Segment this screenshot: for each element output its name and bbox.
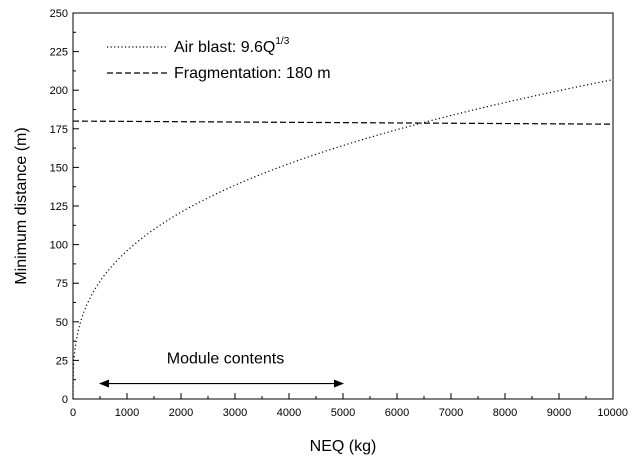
annotation-layer: Module contents [99,351,344,388]
x-tick-label: 7000 [439,407,463,419]
x-tick-label: 3000 [223,407,247,419]
y-tick-label: 225 [50,47,68,59]
plot-frame [72,12,614,400]
x-tick-label: 0 [70,407,76,419]
y-tick-label: 75 [56,278,68,290]
y-axis-title: Minimum distance (m) [13,127,30,284]
x-axis-ticks: 0 1000 2000 3000 4000 5000 6000 7000 8000 9000 100… [70,393,628,419]
series-layer [72,79,614,399]
x-tick-label: 9000 [547,407,571,419]
y-tick-label: 50 [56,317,68,329]
y-tick-label: 0 [62,394,68,406]
y-tick-label: 200 [50,85,68,97]
x-tick-label: 2000 [169,407,193,419]
module-contents-label: Module contents [167,351,284,368]
x-axis-title: NEQ (kg) [310,438,377,455]
y-tick-label: 175 [50,124,68,136]
x-tick-label: 8000 [493,407,517,419]
y-tick-label: 100 [50,240,68,252]
y-tick-label: 125 [50,201,68,213]
y-tick-label: 25 [56,355,68,367]
x-tick-label: 1000 [115,407,139,419]
y-tick-label: 250 [50,8,68,20]
x-tick-label: 5000 [331,407,355,419]
x-tick-label: 10000 [597,407,628,419]
y-tick-label: 150 [50,162,68,174]
series-fragmentation-line [72,120,614,125]
series-air-blast-line [72,79,614,399]
legend: Air blast: 9.6Q1/3 Fragmentation: 180 m [107,36,331,82]
y-axis-ticks: 0 25 50 75 100 125 150 175 200 225 250 [50,8,79,406]
x-tick-label: 4000 [277,407,301,419]
x-tick-label: 6000 [385,407,409,419]
legend-label-fragmentation: Fragmentation: 180 m [174,65,331,82]
legend-label-air-blast: Air blast: 9.6Q1/3 [174,36,290,56]
